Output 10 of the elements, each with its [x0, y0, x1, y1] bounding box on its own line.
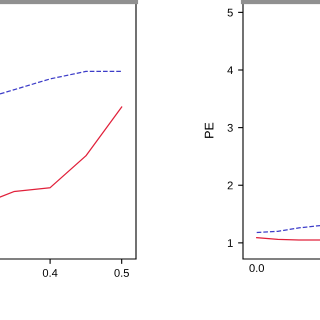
y-tick-label: 3: [228, 124, 233, 132]
y-axis-title: PE: [204, 122, 214, 138]
line-series: [256, 224, 320, 234]
y-tick-label: 4: [227, 66, 233, 74]
y-tick-label: 1: [228, 239, 233, 247]
x-tick-label: 0.4: [42, 269, 58, 277]
y-tick-label: 2: [228, 182, 233, 190]
x-tick-label: 0.0: [249, 264, 264, 272]
x-tick-label: 0.5: [114, 269, 129, 277]
y-tick-label: 5: [228, 8, 233, 17]
